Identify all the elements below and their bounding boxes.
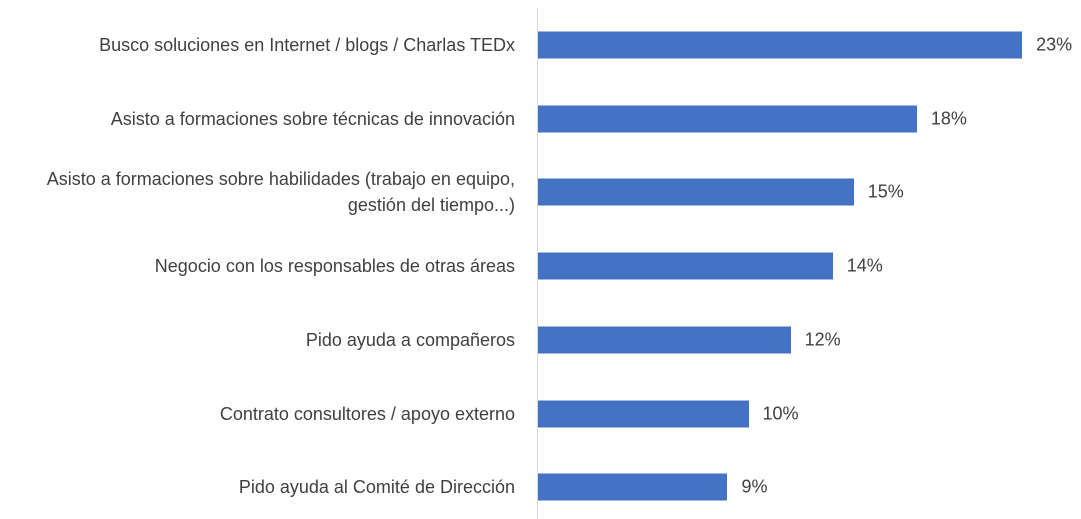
category-label: Pido ayuda a compañeros (305, 329, 515, 350)
bar (538, 105, 917, 133)
category-label: Asisto a formaciones sobre habilidades (… (46, 169, 515, 216)
data-label: 23% (1036, 34, 1073, 55)
bar (538, 178, 854, 206)
data-label: 14% (846, 255, 883, 276)
data-label: 9% (741, 476, 768, 497)
data-label: 10% (762, 403, 799, 423)
category-label: Pido ayuda al Comité de Dirección (238, 477, 515, 498)
bar (538, 326, 791, 354)
data-label: 12% (804, 329, 841, 350)
category-label: Busco soluciones en Internet / blogs / C… (99, 35, 515, 55)
category-axis (537, 8, 538, 519)
bar (538, 252, 833, 280)
category-label: Contrato consultores / apoyo externo (219, 403, 515, 424)
category-label: Negocio con los responsables de otras ár… (154, 256, 515, 277)
bar (538, 473, 728, 501)
data-label: 18% (930, 108, 967, 129)
bar (538, 400, 749, 427)
data-label: 15% (867, 181, 904, 202)
category-label: Asisto a formaciones sobre técnicas de i… (110, 108, 515, 129)
bar (538, 31, 1023, 59)
